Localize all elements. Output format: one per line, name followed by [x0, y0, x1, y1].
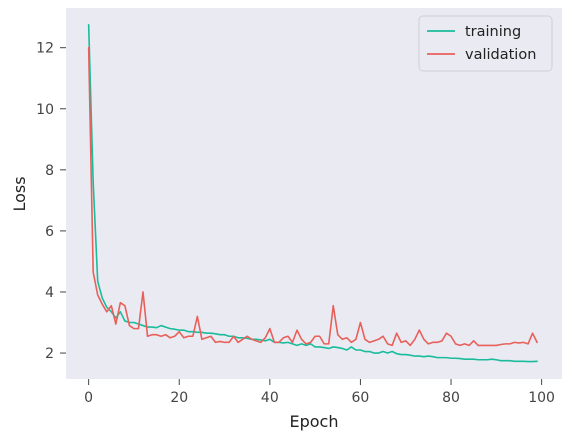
x-tick-label: 100	[528, 390, 555, 406]
y-tick-label: 10	[36, 102, 54, 118]
y-tick-label: 2	[45, 346, 54, 362]
y-axis: 2 4 6 8 10 12	[36, 41, 66, 362]
legend-label-validation: validation	[465, 47, 536, 63]
y-tick-label: 8	[45, 163, 54, 179]
y-tick-label: 12	[36, 41, 54, 57]
series-layer	[87, 23, 538, 363]
y-tick-label: 6	[45, 224, 54, 240]
legend-box	[418, 15, 553, 72]
x-tick-label: 0	[84, 390, 93, 406]
y-tick-label: 4	[45, 285, 54, 301]
x-tick-label: 60	[352, 390, 370, 406]
series-line-training	[87, 23, 538, 363]
x-axis-label: Epoch	[290, 412, 339, 431]
series-line-validation	[87, 46, 538, 347]
x-axis: 0 20 40 60 80 100	[84, 379, 555, 406]
x-tick-label: 20	[170, 390, 188, 406]
y-axis-label: Loss	[10, 176, 29, 211]
x-tick-label: 40	[261, 390, 279, 406]
legend: training validation	[418, 15, 553, 72]
legend-label-training: training	[465, 24, 521, 40]
x-tick-label: 80	[442, 390, 460, 406]
